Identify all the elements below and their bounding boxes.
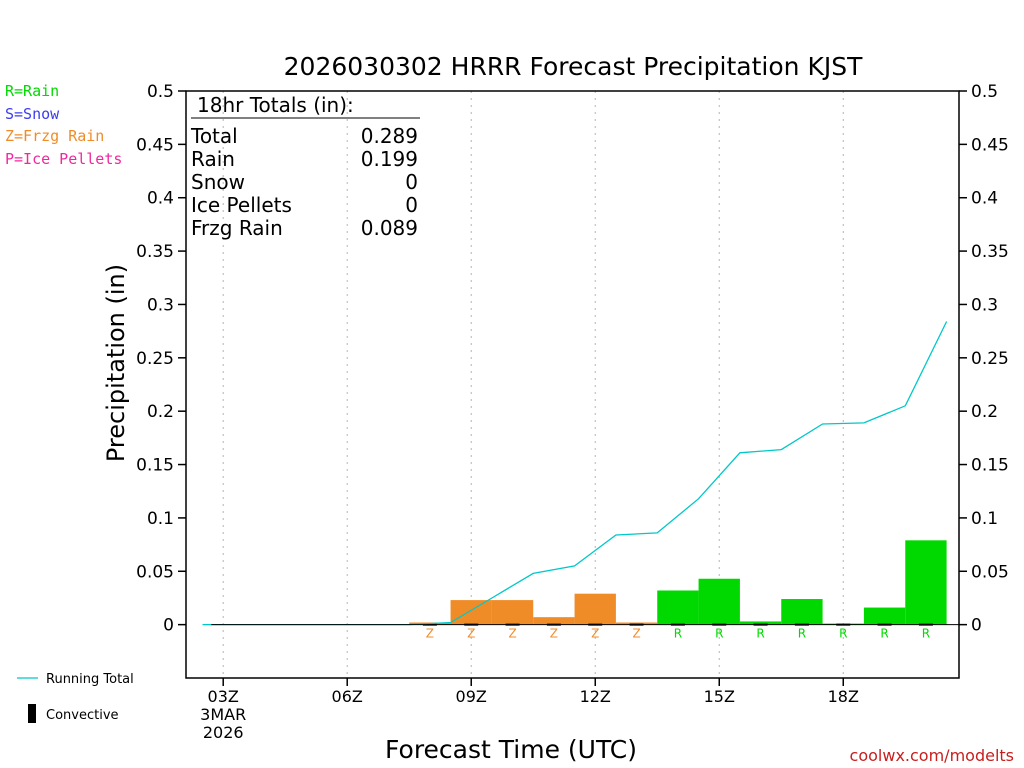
y-tick-label-right-3: 0.15 <box>971 456 1009 476</box>
y-tick-label-left-4: 0.2 <box>147 402 174 422</box>
totals-label-rain: Rain <box>191 147 235 171</box>
totals-value-rain: 0.199 <box>361 147 418 171</box>
y-tick-label-left-7: 0.35 <box>136 242 174 262</box>
y-tick-label-left-0: 0 <box>163 616 174 636</box>
totals-label-ice-pellets: Ice Pellets <box>191 193 292 217</box>
totals-heading: 18hr Totals (in): <box>197 93 354 117</box>
bar-15 <box>698 578 740 625</box>
x-tick-date-year: 2026 <box>203 723 244 742</box>
legend-snow: S=Snow <box>5 105 60 123</box>
bar-10 <box>491 600 534 625</box>
totals-label-total: Total <box>190 124 238 148</box>
totals-value-frzg-rain: 0.089 <box>361 216 418 240</box>
grid-lines <box>222 91 844 678</box>
plot-frame <box>185 90 960 679</box>
y-tick-label-right-1: 0.05 <box>971 562 1009 582</box>
y-tick-label-left-9: 0.45 <box>136 135 174 155</box>
bar-9 <box>450 600 492 625</box>
ptype-label-19: R <box>880 627 888 641</box>
ptype-label-15: R <box>715 627 723 641</box>
legend-ice-pellets: P=Ice Pellets <box>5 150 122 168</box>
y-tick-label-right-0: 0 <box>971 616 982 636</box>
y-tick-label-right-2: 0.1 <box>971 509 998 529</box>
y-tick-label-right-7: 0.35 <box>971 242 1009 262</box>
y-tick-label-right-4: 0.2 <box>971 402 998 422</box>
y-tick-label-left-10: 0.5 <box>147 82 174 102</box>
y-tick-label-left-3: 0.15 <box>136 456 174 476</box>
y-tick-label-left-2: 0.1 <box>147 509 174 529</box>
ptype-label-17: R <box>798 627 806 641</box>
x-tick-label-06Z: 06Z <box>332 687 363 706</box>
ptype-label-8: Z <box>426 627 434 641</box>
ptype-label-13: Z <box>632 627 640 641</box>
y-tick-label-right-10: 0.5 <box>971 82 998 102</box>
bar-16 <box>739 621 782 625</box>
bar-11 <box>533 617 575 625</box>
bar-13 <box>615 622 658 625</box>
x-tick-date-day: 3MAR <box>200 705 246 724</box>
running-total-legend-label: Running Total <box>46 672 134 687</box>
chart-title: 2026030302 HRRR Forecast Precipitation K… <box>284 52 863 81</box>
ptype-label-11: Z <box>550 627 558 641</box>
y-tick-label-left-1: 0.05 <box>136 562 174 582</box>
totals-value-total: 0.289 <box>361 124 418 148</box>
bar-19 <box>863 607 906 625</box>
ptype-label-10: Z <box>508 627 516 641</box>
ptype-label-12: Z <box>591 627 599 641</box>
ptype-label-20: R <box>922 627 930 641</box>
y-tick-label-right-9: 0.45 <box>971 135 1009 155</box>
legend-frzg-rain: Z=Frzg Rain <box>5 127 104 145</box>
totals-value-snow: 0 <box>405 170 418 194</box>
ptype-label-16: R <box>756 627 764 641</box>
x-tick-label-09Z: 09Z <box>456 687 487 706</box>
ptype-legend: R=Rain S=Snow Z=Frzg Rain P=Ice Pellets <box>5 82 122 168</box>
y-tick-label-right-5: 0.25 <box>971 349 1009 369</box>
y-tick-label-left-8: 0.4 <box>147 189 174 209</box>
convective-legend-mark <box>28 704 36 723</box>
credit-text: coolwx.com/modelts <box>850 746 1014 765</box>
y-tick-label-right-8: 0.4 <box>971 189 998 209</box>
totals-label-snow: Snow <box>191 170 245 194</box>
y-tick-label-right-6: 0.3 <box>971 295 998 315</box>
ptype-label-9: Z <box>467 627 475 641</box>
bars <box>409 540 947 625</box>
bottom-legend: Running Total Convective <box>17 672 134 723</box>
totals-box: 18hr Totals (in): Total 0.289 Rain 0.199… <box>190 93 420 240</box>
x-tick-label-18Z: 18Z <box>828 687 859 706</box>
legend-rain: R=Rain <box>5 82 59 100</box>
bar-17 <box>781 599 823 625</box>
convective-legend-label: Convective <box>46 708 119 723</box>
bar-20 <box>905 540 947 625</box>
x-tick-label-15Z: 15Z <box>704 687 735 706</box>
running-total-line <box>202 321 948 626</box>
ptype-label-14: R <box>674 627 682 641</box>
bar-14 <box>657 590 699 625</box>
y-axis-right: 0 0.05 0.1 0.15 0.2 0.25 0.3 0.35 0.4 0.45 0.5 <box>959 82 1009 636</box>
x-tick-label-03Z: 03Z <box>208 687 239 706</box>
totals-label-frzg-rain: Frzg Rain <box>191 216 283 240</box>
y-axis-left: 0 0.05 0.1 0.15 0.2 0.25 0.3 0.35 0.4 0.45 0.5 <box>136 82 186 636</box>
y-tick-label-left-6: 0.3 <box>147 295 174 315</box>
x-axis-label: Forecast Time (UTC) <box>385 735 637 764</box>
y-axis-label: Precipitation (in) <box>102 264 130 462</box>
ptype-label-18: R <box>839 627 847 641</box>
totals-value-ice-pellets: 0 <box>405 193 418 217</box>
x-tick-label-12Z: 12Z <box>580 687 611 706</box>
bar-12 <box>574 593 616 625</box>
y-tick-label-left-5: 0.25 <box>136 349 174 369</box>
